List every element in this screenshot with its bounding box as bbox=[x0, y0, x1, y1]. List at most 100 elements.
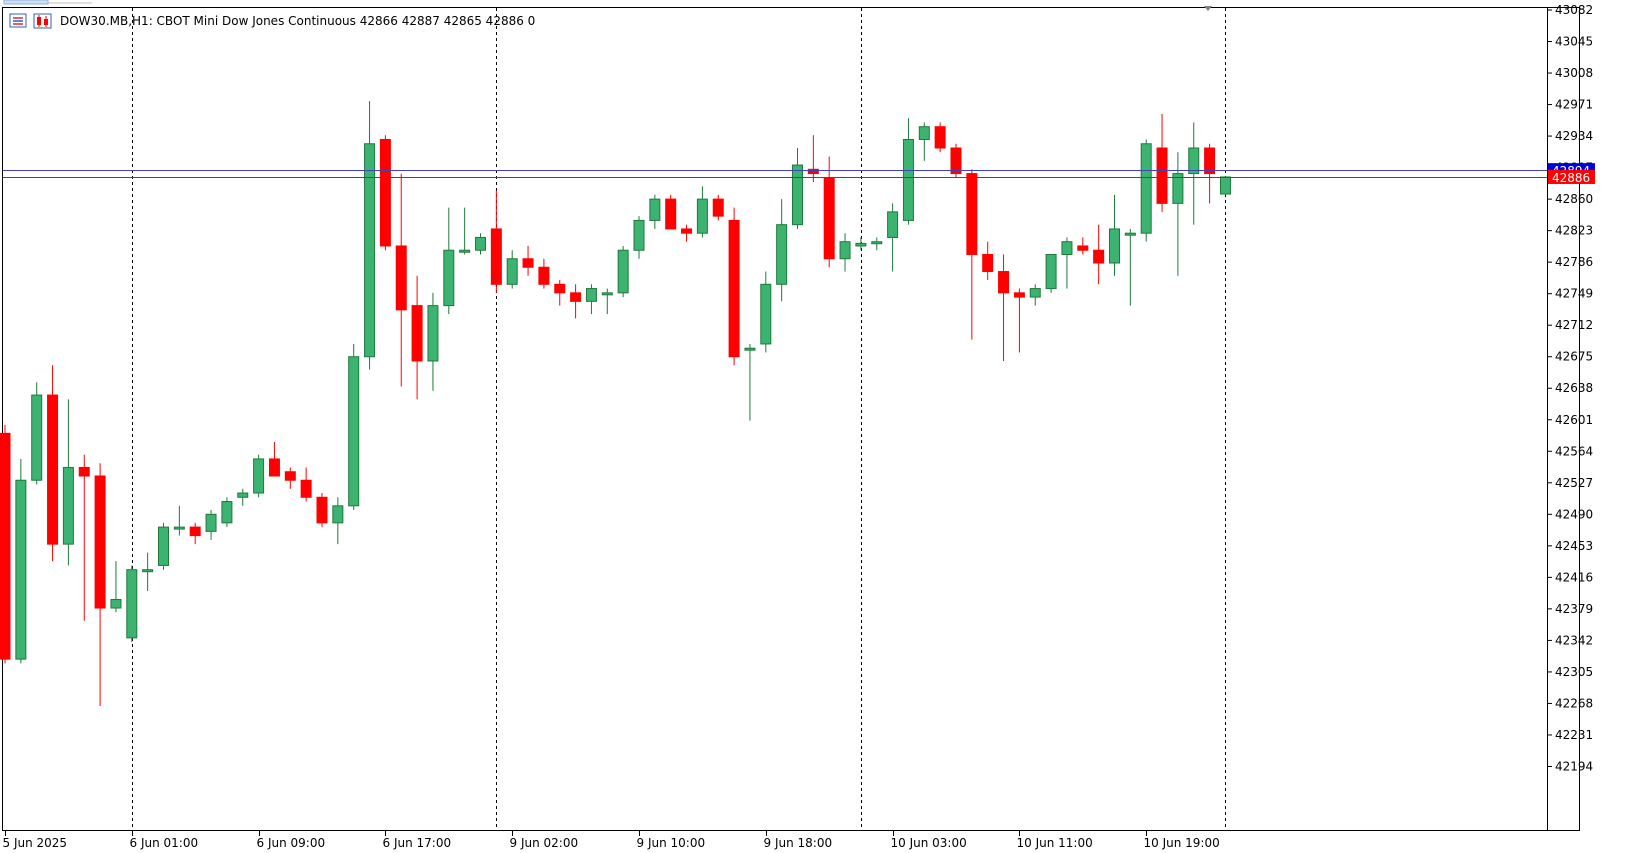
candle[interactable] bbox=[966, 169, 978, 340]
candle[interactable] bbox=[459, 207, 471, 255]
candle[interactable] bbox=[94, 463, 106, 706]
bull-candle-body bbox=[205, 513, 217, 532]
candle[interactable] bbox=[902, 118, 914, 225]
candle[interactable] bbox=[490, 190, 502, 293]
candle[interactable] bbox=[871, 237, 883, 251]
candle[interactable] bbox=[1029, 284, 1041, 306]
candle[interactable] bbox=[681, 224, 693, 242]
candle[interactable] bbox=[1013, 288, 1025, 353]
candle[interactable] bbox=[887, 203, 899, 272]
candle[interactable] bbox=[173, 505, 185, 536]
plot-area[interactable] bbox=[2, 7, 1580, 831]
candles-group[interactable] bbox=[0, 101, 1231, 706]
candle[interactable] bbox=[950, 143, 962, 178]
candle[interactable] bbox=[1045, 253, 1057, 293]
candle[interactable] bbox=[205, 510, 217, 540]
price-tick-label: 42934 bbox=[1555, 129, 1593, 143]
bull-candle-body bbox=[1124, 232, 1136, 236]
candle[interactable] bbox=[142, 552, 154, 591]
candle[interactable] bbox=[15, 458, 27, 664]
candle[interactable] bbox=[918, 122, 930, 161]
candle[interactable] bbox=[760, 271, 772, 353]
bull-candle-body bbox=[62, 466, 74, 545]
candle[interactable] bbox=[364, 101, 376, 370]
bear-candle-body bbox=[316, 496, 328, 524]
candle[interactable] bbox=[601, 288, 613, 315]
candle[interactable] bbox=[1061, 237, 1073, 289]
bull-candle-body bbox=[855, 242, 867, 247]
price-tick-label: 42860 bbox=[1555, 192, 1593, 206]
bear-candle-body bbox=[934, 126, 946, 149]
candle[interactable] bbox=[506, 250, 518, 289]
candle[interactable] bbox=[158, 522, 169, 570]
price-axis[interactable]: 4308243045430084297142934428974286042823… bbox=[1547, 3, 1595, 830]
candle[interactable] bbox=[522, 245, 534, 276]
candle[interactable] bbox=[728, 207, 740, 366]
candle[interactable] bbox=[998, 254, 1010, 361]
candle[interactable] bbox=[696, 186, 708, 238]
candle[interactable] bbox=[776, 199, 788, 302]
candle[interactable] bbox=[1156, 113, 1168, 212]
candle[interactable] bbox=[934, 122, 946, 153]
candle[interactable] bbox=[110, 561, 122, 613]
time-tick-label: 10 Jun 19:00 bbox=[1144, 836, 1220, 850]
candle[interactable] bbox=[1172, 152, 1184, 276]
candle[interactable] bbox=[332, 497, 344, 545]
candle[interactable] bbox=[253, 454, 265, 498]
bull-candle-body bbox=[237, 492, 249, 498]
candle[interactable] bbox=[1093, 224, 1105, 285]
candle[interactable] bbox=[62, 399, 74, 566]
candle[interactable] bbox=[221, 497, 233, 528]
candle[interactable] bbox=[268, 441, 280, 477]
candle[interactable] bbox=[1204, 143, 1216, 204]
candle[interactable] bbox=[411, 275, 423, 400]
candle[interactable] bbox=[617, 245, 629, 298]
candle[interactable] bbox=[538, 258, 550, 289]
candle[interactable] bbox=[633, 216, 645, 259]
candle[interactable] bbox=[1109, 194, 1120, 276]
candle[interactable] bbox=[284, 467, 296, 489]
candle[interactable] bbox=[0, 424, 11, 664]
candle[interactable] bbox=[316, 493, 328, 528]
candle[interactable] bbox=[47, 365, 59, 562]
time-axis[interactable]: 5 Jun 2025 6 Jun 01:00 6 Jun 09:00 6 Jun 17… bbox=[3, 830, 1548, 851]
list-icon[interactable] bbox=[9, 13, 27, 28]
bull-candle-body bbox=[15, 479, 27, 660]
candle[interactable] bbox=[839, 233, 851, 272]
candle[interactable] bbox=[475, 233, 486, 255]
candle[interactable] bbox=[982, 241, 994, 281]
candle[interactable] bbox=[585, 284, 597, 315]
bear-candle-body bbox=[982, 253, 994, 273]
candle[interactable] bbox=[807, 135, 819, 183]
candle[interactable] bbox=[1077, 237, 1089, 255]
candle[interactable] bbox=[348, 343, 360, 511]
candle[interactable] bbox=[237, 488, 249, 506]
candle[interactable] bbox=[1188, 122, 1200, 225]
candle[interactable] bbox=[31, 382, 43, 485]
candle[interactable] bbox=[395, 173, 407, 387]
candle[interactable] bbox=[379, 135, 391, 251]
candle[interactable] bbox=[189, 522, 201, 545]
candle[interactable] bbox=[1140, 139, 1152, 242]
candle[interactable] bbox=[126, 565, 138, 643]
candle[interactable] bbox=[649, 194, 661, 229]
candle[interactable] bbox=[1219, 176, 1231, 195]
price-tick-label: 42749 bbox=[1555, 287, 1593, 301]
candle[interactable] bbox=[665, 194, 677, 230]
candle[interactable] bbox=[570, 284, 582, 319]
candle[interactable] bbox=[78, 454, 90, 621]
candle[interactable] bbox=[443, 207, 455, 315]
candle[interactable] bbox=[427, 292, 439, 391]
chart-tab[interactable] bbox=[3, 0, 49, 5]
candle[interactable] bbox=[1124, 228, 1136, 306]
candle[interactable] bbox=[744, 343, 756, 421]
candle[interactable] bbox=[855, 237, 867, 251]
candle[interactable] bbox=[712, 194, 724, 221]
candle[interactable] bbox=[554, 280, 566, 306]
candle[interactable] bbox=[300, 467, 312, 502]
candles-icon[interactable] bbox=[33, 13, 52, 29]
price-tick-label: 42305 bbox=[1555, 665, 1593, 679]
candle[interactable] bbox=[792, 148, 803, 229]
bull-candle-body bbox=[839, 241, 851, 260]
